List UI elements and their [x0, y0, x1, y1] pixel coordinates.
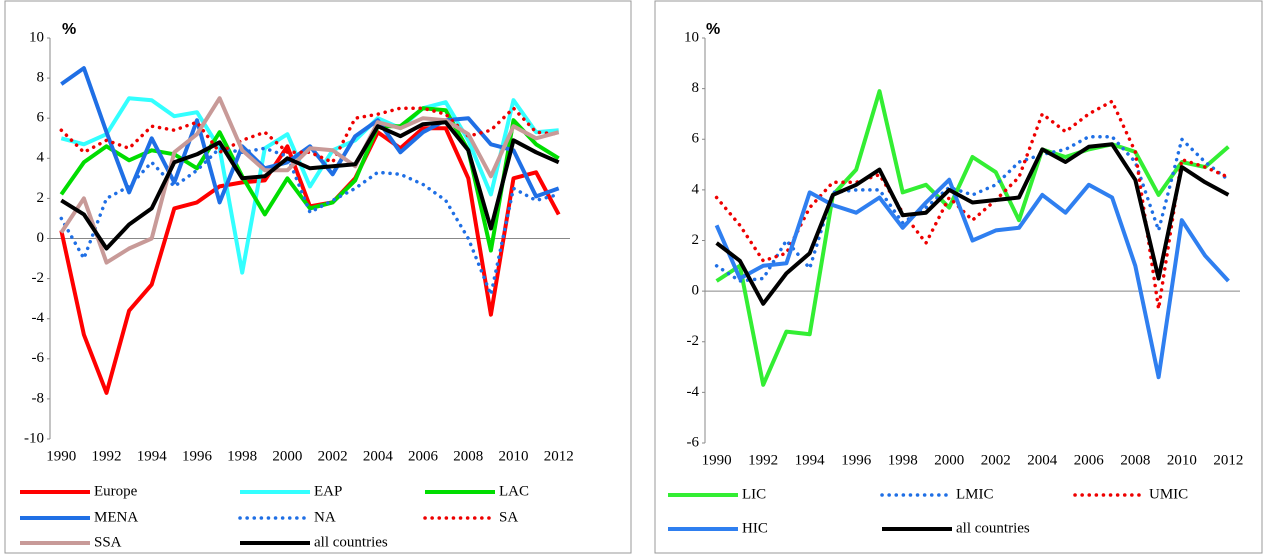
- y-tick-label: -2: [32, 270, 45, 286]
- x-tick-label: 2008: [453, 448, 483, 464]
- y-tick-label: 2: [692, 232, 700, 248]
- legend-label: Europe: [94, 483, 138, 499]
- y-tick-label: -4: [687, 384, 700, 400]
- y-tick-label: -4: [32, 310, 45, 326]
- panel-frame: [4, 0, 632, 554]
- series-line: [60, 120, 560, 251]
- x-tick-label: 2006: [1074, 452, 1105, 468]
- x-tick-label: 2002: [981, 452, 1011, 468]
- x-tick-label: 1994: [795, 452, 826, 468]
- legend-label: SSA: [94, 534, 122, 550]
- y-tick-label: 10: [684, 29, 699, 45]
- y-tick-label: 6: [37, 110, 45, 126]
- x-tick-label: 2006: [408, 448, 439, 464]
- series-line: [60, 96, 559, 275]
- x-tick-label: 2012: [1213, 452, 1243, 468]
- x-tick-label: 1992: [748, 452, 778, 468]
- x-tick-label: 1998: [227, 448, 257, 464]
- y-axis-label: %: [62, 21, 76, 38]
- y-tick-label: 0: [692, 283, 700, 299]
- legend-label: HIC: [742, 520, 768, 536]
- x-tick-label: 2010: [498, 448, 528, 464]
- x-tick-label: 2002: [318, 448, 348, 464]
- legend-label: NA: [314, 509, 336, 525]
- legend-label: all countries: [956, 520, 1030, 536]
- y-tick-label: 6: [692, 131, 700, 147]
- series-line: [714, 177, 1230, 380]
- x-tick-label: 2010: [1167, 452, 1197, 468]
- series-line: [59, 96, 560, 265]
- legend-label: UMIC: [1149, 486, 1188, 502]
- x-tick-label: 2012: [544, 448, 574, 464]
- legend-label: SA: [499, 509, 518, 525]
- x-tick-label: 1992: [92, 448, 122, 464]
- series-line: [59, 146, 561, 297]
- series-line: [715, 89, 1230, 387]
- y-tick-label: 8: [37, 70, 45, 86]
- legend-label: MENA: [94, 509, 138, 525]
- x-tick-label: 1998: [888, 452, 918, 468]
- x-tick-label: 1996: [182, 448, 213, 464]
- x-tick-label: 1994: [137, 448, 168, 464]
- x-tick-label: 2000: [272, 448, 302, 464]
- legend-label: all countries: [314, 534, 388, 550]
- y-tick-label: -6: [687, 434, 700, 450]
- legend-label: EAP: [314, 483, 342, 499]
- y-tick-label: 8: [692, 80, 700, 96]
- legend-label: LAC: [499, 483, 529, 499]
- x-tick-label: 2004: [1027, 452, 1058, 468]
- y-tick-label: 0: [37, 230, 45, 246]
- series-line: [715, 142, 1230, 306]
- x-tick-label: 2008: [1120, 452, 1150, 468]
- x-tick-label: 2004: [363, 448, 394, 464]
- panel-frame: [654, 0, 1263, 554]
- y-tick-label: -10: [24, 430, 44, 446]
- x-tick-label: 1990: [702, 452, 732, 468]
- x-tick-label: 1996: [841, 452, 872, 468]
- y-tick-label: 2: [37, 190, 45, 206]
- y-axis-label: %: [706, 21, 720, 38]
- legend-label: LIC: [742, 486, 766, 502]
- series-line: [59, 106, 561, 165]
- y-tick-label: -2: [687, 333, 700, 349]
- y-tick-label: 4: [692, 181, 700, 197]
- x-tick-label: 1990: [46, 448, 76, 464]
- legend-label: LMIC: [956, 486, 994, 502]
- y-tick-label: 10: [29, 29, 44, 45]
- y-tick-label: -6: [32, 350, 45, 366]
- y-tick-label: 4: [37, 150, 45, 166]
- y-tick-label: -8: [32, 390, 45, 406]
- x-tick-label: 2000: [934, 452, 964, 468]
